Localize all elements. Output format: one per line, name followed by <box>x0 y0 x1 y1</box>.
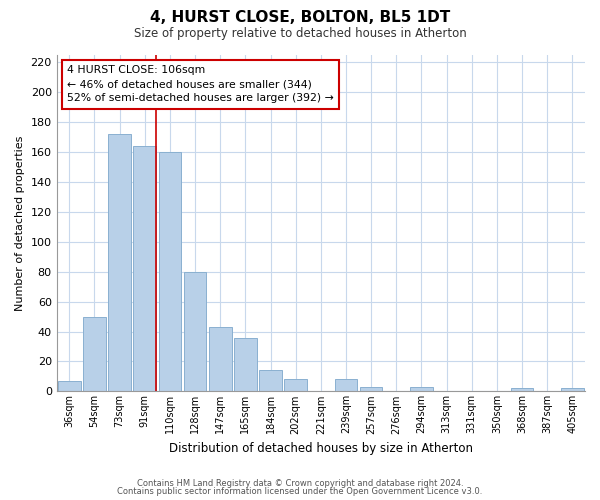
Text: 4 HURST CLOSE: 106sqm
← 46% of detached houses are smaller (344)
52% of semi-det: 4 HURST CLOSE: 106sqm ← 46% of detached … <box>67 65 334 103</box>
Text: Contains public sector information licensed under the Open Government Licence v3: Contains public sector information licen… <box>118 487 482 496</box>
Bar <box>561 388 584 392</box>
Y-axis label: Number of detached properties: Number of detached properties <box>15 136 25 311</box>
Bar <box>184 272 206 392</box>
Text: Contains HM Land Registry data © Crown copyright and database right 2024.: Contains HM Land Registry data © Crown c… <box>137 478 463 488</box>
Bar <box>133 146 156 392</box>
Text: 4, HURST CLOSE, BOLTON, BL5 1DT: 4, HURST CLOSE, BOLTON, BL5 1DT <box>150 10 450 25</box>
Bar <box>158 152 181 392</box>
Bar <box>410 387 433 392</box>
Bar <box>58 381 80 392</box>
X-axis label: Distribution of detached houses by size in Atherton: Distribution of detached houses by size … <box>169 442 473 455</box>
Bar <box>335 380 358 392</box>
Bar <box>259 370 282 392</box>
Bar <box>360 387 382 392</box>
Bar <box>83 316 106 392</box>
Bar <box>108 134 131 392</box>
Bar <box>234 338 257 392</box>
Bar <box>284 380 307 392</box>
Bar <box>511 388 533 392</box>
Bar <box>209 327 232 392</box>
Text: Size of property relative to detached houses in Atherton: Size of property relative to detached ho… <box>134 28 466 40</box>
